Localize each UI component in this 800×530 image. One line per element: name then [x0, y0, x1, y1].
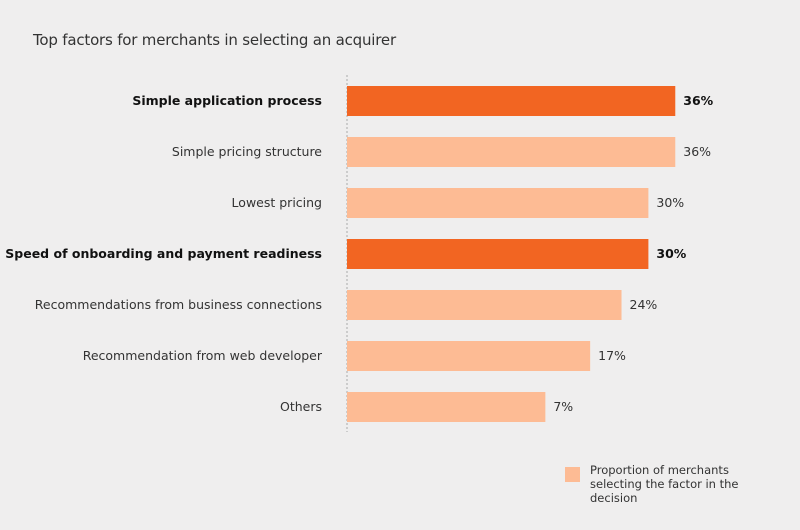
data-label: 7% [553, 399, 573, 414]
data-label: 36% [683, 93, 713, 108]
bar [347, 341, 591, 371]
bar [347, 188, 649, 218]
category-label: Recommendations from business connection… [35, 297, 322, 312]
category-label: Simple application process [132, 93, 322, 108]
legend: Proportion of merchants selecting the fa… [565, 463, 750, 505]
data-label: 36% [683, 144, 711, 159]
legend-swatch [565, 467, 580, 482]
chart-title: Top factors for merchants in selecting a… [33, 31, 396, 49]
bar [347, 239, 649, 269]
category-label: Simple pricing structure [172, 144, 322, 159]
data-label: 30% [656, 246, 686, 261]
category-label: Recommendation from web developer [83, 348, 323, 363]
category-label: Speed of onboarding and payment readines… [5, 246, 322, 261]
legend-label: Proportion of merchants selecting the fa… [590, 463, 739, 505]
data-label: 30% [656, 195, 684, 210]
bar [347, 86, 676, 116]
category-label: Others [280, 399, 322, 414]
category-label: Lowest pricing [232, 195, 322, 210]
data-label: 24% [630, 297, 658, 312]
bar [347, 392, 546, 422]
bar [347, 137, 676, 167]
data-label: 17% [598, 348, 626, 363]
bar [347, 290, 622, 320]
